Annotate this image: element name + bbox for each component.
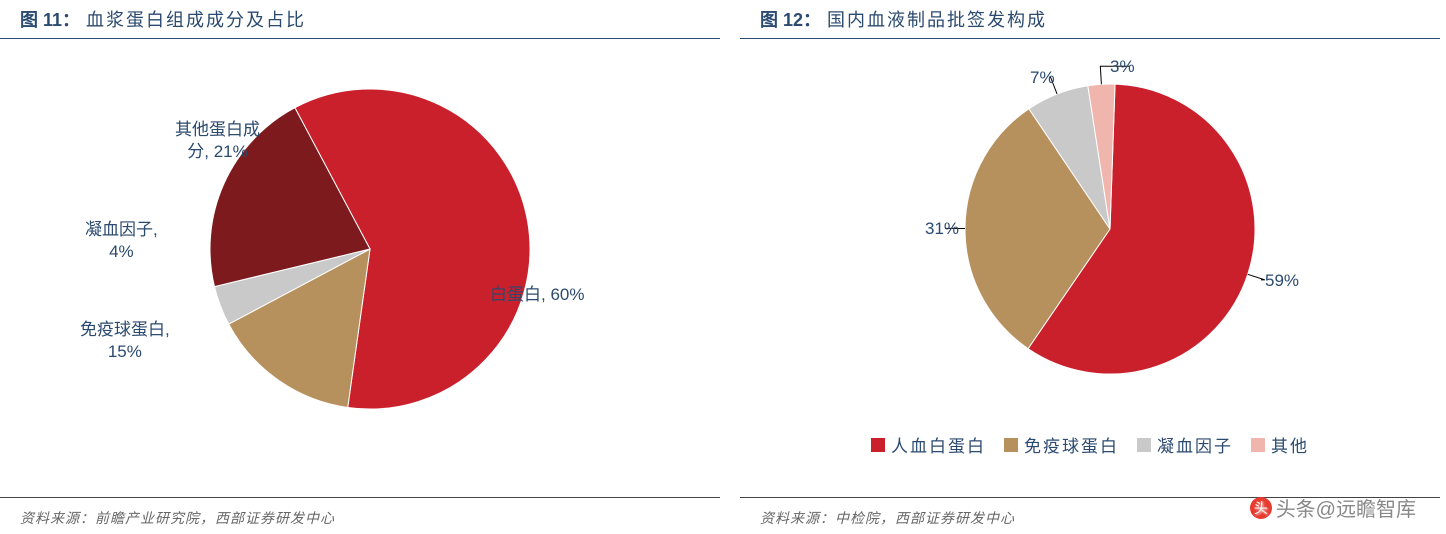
slice-label: 白蛋白, 60%: [490, 284, 584, 306]
watermark: 头 头条@远瞻智库: [1250, 493, 1416, 522]
figure-12-pie: [740, 39, 1440, 469]
legend-item: 其他: [1251, 432, 1309, 457]
figure-11-title: 血浆蛋白组成成分及占比: [86, 6, 306, 32]
figure-12-chart: 人血白蛋白 免疫球蛋白 凝血因子 其他 59% 31% 7% 3%: [740, 39, 1440, 469]
legend-label: 人血白蛋白: [891, 432, 986, 457]
legend-label: 其他: [1271, 432, 1309, 457]
watermark-icon: 头: [1250, 497, 1272, 519]
figure-12-legend: 人血白蛋白 免疫球蛋白 凝血因子 其他: [740, 432, 1440, 457]
slice-label: 7%: [1030, 67, 1055, 89]
slice-label: 凝血因子, 4%: [85, 219, 158, 263]
figure-11-chart: 白蛋白, 60% 免疫球蛋白, 15% 凝血因子, 4% 其他蛋白成 分, 21%: [0, 39, 720, 469]
legend-label: 免疫球蛋白: [1024, 432, 1119, 457]
slice-label: 其他蛋白成 分, 21%: [175, 119, 260, 163]
legend-label: 凝血因子: [1157, 432, 1233, 457]
watermark-text: 头条@远瞻智库: [1276, 493, 1416, 522]
figure-11-source: 资料来源：前瞻产业研究院，西部证券研发中心: [0, 497, 720, 534]
figure-12-panel: 图 12： 国内血液制品批签发构成 人血白蛋白 免疫球蛋白 凝血因子 其他 59% 31…: [740, 0, 1440, 534]
slice-label: 31%: [925, 218, 959, 240]
legend-swatch: [871, 438, 885, 452]
figure-11-number: 图 11：: [20, 6, 80, 32]
slice-label: 免疫球蛋白, 15%: [80, 319, 170, 363]
legend-swatch: [1004, 438, 1018, 452]
leader-line: [1248, 274, 1265, 280]
slice-label: 59%: [1265, 270, 1299, 292]
slice-label: 3%: [1110, 56, 1135, 78]
figure-11-title-row: 图 11： 血浆蛋白组成成分及占比: [0, 0, 720, 39]
legend-item: 免疫球蛋白: [1004, 432, 1119, 457]
legend-item: 凝血因子: [1137, 432, 1233, 457]
legend-swatch: [1251, 438, 1265, 452]
figure-11-panel: 图 11： 血浆蛋白组成成分及占比 白蛋白, 60% 免疫球蛋白, 15% 凝血因子…: [0, 0, 720, 534]
figure-12-title: 国内血液制品批签发构成: [827, 6, 1047, 32]
figure-12-title-row: 图 12： 国内血液制品批签发构成: [740, 0, 1440, 39]
legend-item: 人血白蛋白: [871, 432, 986, 457]
legend-swatch: [1137, 438, 1151, 452]
figure-12-number: 图 12：: [760, 6, 821, 32]
